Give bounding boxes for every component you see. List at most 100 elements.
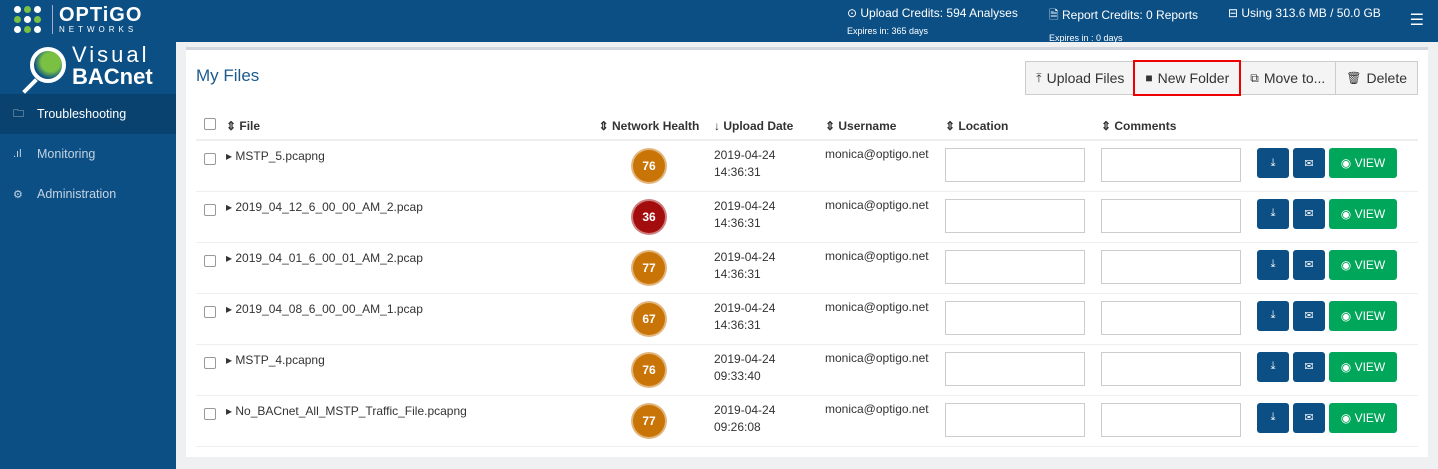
comments-input[interactable]	[1101, 351, 1241, 386]
upload-time: 14:36:31	[714, 215, 761, 230]
email-button[interactable]: ✉	[1293, 198, 1325, 229]
location-input[interactable]	[945, 249, 1085, 284]
envelope-icon: ✉	[1304, 157, 1314, 170]
top-bar: OPTiGO NETWORKS ⊙ Upload Credits: 594 Ana…	[0, 0, 1438, 43]
my-files-panel: My Files ⤒ Upload Files ■ New Folder ⧉ Move…	[186, 47, 1428, 457]
location-input[interactable]	[945, 351, 1085, 386]
download-icon: ⤓	[1270, 360, 1276, 372]
upload-time: 14:36:31	[714, 266, 761, 281]
upload-date: 2019-04-24	[714, 249, 776, 264]
file-cell[interactable]: ▸ MSTP_5.pcapng	[222, 140, 588, 192]
download-button[interactable]: ⤓	[1257, 402, 1289, 433]
column-network-health[interactable]: ⇕ Network Health	[588, 112, 710, 141]
hamburger-menu-icon[interactable]: ☰	[1409, 12, 1424, 29]
sidebar-item-label: Administration	[37, 187, 117, 201]
view-label: VIEW	[1354, 410, 1386, 425]
upload-files-button[interactable]: ⤒ Upload Files	[1025, 61, 1136, 95]
report-expires: Expires in : 0 days	[1049, 33, 1123, 43]
view-label: VIEW	[1354, 156, 1386, 170]
table-row: ▸ MSTP_5.pcapng 76 2019-04-24 14:36:31 mo…	[196, 140, 1418, 192]
optigo-logo[interactable]: OPTiGO NETWORKS	[14, 5, 142, 34]
upload-time: 09:26:08	[714, 419, 761, 434]
file-cell[interactable]: ▸ MSTP_4.pcapng	[222, 344, 588, 396]
file-cell[interactable]: ▸ 2019_04_08_6_00_00_AM_1.pcap	[222, 293, 588, 345]
row-checkbox[interactable]	[204, 254, 216, 267]
caret-right-icon[interactable]: ▸	[226, 199, 233, 214]
email-button[interactable]: ✉	[1293, 148, 1325, 178]
logo-text: OPTiGO	[59, 4, 143, 26]
comments-input[interactable]	[1101, 249, 1241, 284]
download-button[interactable]: ⤓	[1257, 198, 1289, 229]
file-toolbar: ⤒ Upload Files ■ New Folder ⧉ Move to... 🗑 D…	[1025, 60, 1418, 96]
move-to-button[interactable]: ⧉ Move to...	[1239, 61, 1337, 95]
file-name: 2019_04_08_6_00_00_AM_1.pcap	[235, 301, 423, 316]
column-comments[interactable]: ⇕ Comments	[1097, 112, 1253, 141]
column-upload-date[interactable]: ↓ Upload Date	[710, 112, 821, 141]
comments-input[interactable]	[1101, 148, 1241, 182]
table-row: ▸ MSTP_4.pcapng 76 2019-04-24 09:33:40 mo…	[196, 344, 1418, 396]
email-button[interactable]: ✉	[1293, 249, 1325, 280]
row-checkbox[interactable]	[204, 305, 216, 318]
view-button[interactable]: ◉ VIEW	[1329, 198, 1397, 229]
table-row: ▸ 2019_04_12_6_00_00_AM_2.pcap 36 2019-0…	[196, 191, 1418, 243]
row-checkbox[interactable]	[204, 356, 216, 369]
view-button[interactable]: ◉ VIEW	[1329, 249, 1397, 280]
email-button[interactable]: ✉	[1293, 402, 1325, 433]
email-button[interactable]: ✉	[1293, 300, 1325, 331]
download-icon: ⤓	[1270, 309, 1276, 321]
row-checkbox[interactable]	[204, 407, 216, 420]
file-name: 2019_04_12_6_00_00_AM_2.pcap	[235, 199, 423, 214]
caret-right-icon[interactable]: ▸	[226, 250, 233, 265]
view-label: VIEW	[1354, 206, 1386, 221]
column-username[interactable]: ⇕ Username	[821, 112, 941, 141]
sidebar-item-troubleshooting[interactable]: 🗀 Troubleshooting	[0, 94, 176, 134]
storage-usage: ⊟ Using 313.6 MB / 50.0 GB	[1228, 6, 1381, 20]
download-icon: ⤓	[1270, 411, 1276, 423]
upload-date: 2019-04-24	[714, 351, 776, 366]
file-cell[interactable]: ▸ No_BACnet_All_MSTP_Traffic_File.pcapng	[222, 395, 588, 447]
download-button[interactable]: ⤓	[1257, 249, 1289, 280]
download-button[interactable]: ⤓	[1257, 351, 1289, 382]
file-cell[interactable]: ▸ 2019_04_01_6_00_01_AM_2.pcap	[222, 242, 588, 294]
location-input[interactable]	[945, 148, 1085, 182]
view-button[interactable]: ◉ VIEW	[1329, 351, 1397, 382]
column-label: Location	[958, 118, 1009, 133]
delete-button[interactable]: 🗑 Delete	[1335, 61, 1418, 95]
comments-input[interactable]	[1101, 198, 1241, 233]
caret-right-icon[interactable]: ▸	[226, 352, 233, 367]
view-button[interactable]: ◉ VIEW	[1329, 148, 1397, 178]
trash-icon: 🗑	[1346, 71, 1362, 85]
row-checkbox[interactable]	[204, 153, 216, 165]
product-line2: BACnet	[72, 64, 153, 89]
comments-input[interactable]	[1101, 402, 1241, 437]
eye-icon: ◉	[1340, 308, 1355, 323]
upload-date: 2019-04-24	[714, 198, 776, 213]
caret-right-icon[interactable]: ▸	[226, 149, 233, 163]
view-label: VIEW	[1354, 308, 1386, 323]
upload-credits: ⊙ Upload Credits: 594 Analyses Expires in…	[847, 6, 1018, 36]
sidebar-item-label: Troubleshooting	[37, 107, 127, 121]
comments-input[interactable]	[1101, 300, 1241, 335]
column-file[interactable]: ⇕ File	[222, 112, 588, 141]
caret-right-icon[interactable]: ▸	[226, 301, 233, 316]
column-label: Network Health	[612, 118, 700, 133]
location-input[interactable]	[945, 402, 1085, 437]
health-badge: 77	[633, 251, 665, 284]
column-location[interactable]: ⇕ Location	[941, 112, 1097, 141]
download-button[interactable]: ⤓	[1257, 148, 1289, 178]
view-button[interactable]: ◉ VIEW	[1329, 402, 1397, 433]
envelope-icon: ✉	[1304, 259, 1314, 271]
row-checkbox[interactable]	[204, 203, 216, 216]
email-button[interactable]: ✉	[1293, 351, 1325, 382]
view-button[interactable]: ◉ VIEW	[1329, 300, 1397, 331]
caret-right-icon[interactable]: ▸	[226, 403, 233, 418]
download-button[interactable]: ⤓	[1257, 300, 1289, 331]
file-cell[interactable]: ▸ 2019_04_12_6_00_00_AM_2.pcap	[222, 191, 588, 243]
location-input[interactable]	[945, 300, 1085, 335]
sidebar-item-monitoring[interactable]: .ıl Monitoring	[0, 134, 176, 174]
select-all-checkbox[interactable]	[204, 118, 216, 130]
file-name: No_BACnet_All_MSTP_Traffic_File.pcapng	[235, 403, 467, 418]
sidebar-item-administration[interactable]: ⚙ Administration	[0, 174, 176, 214]
location-input[interactable]	[945, 198, 1085, 233]
new-folder-button[interactable]: ■ New Folder	[1133, 60, 1242, 96]
